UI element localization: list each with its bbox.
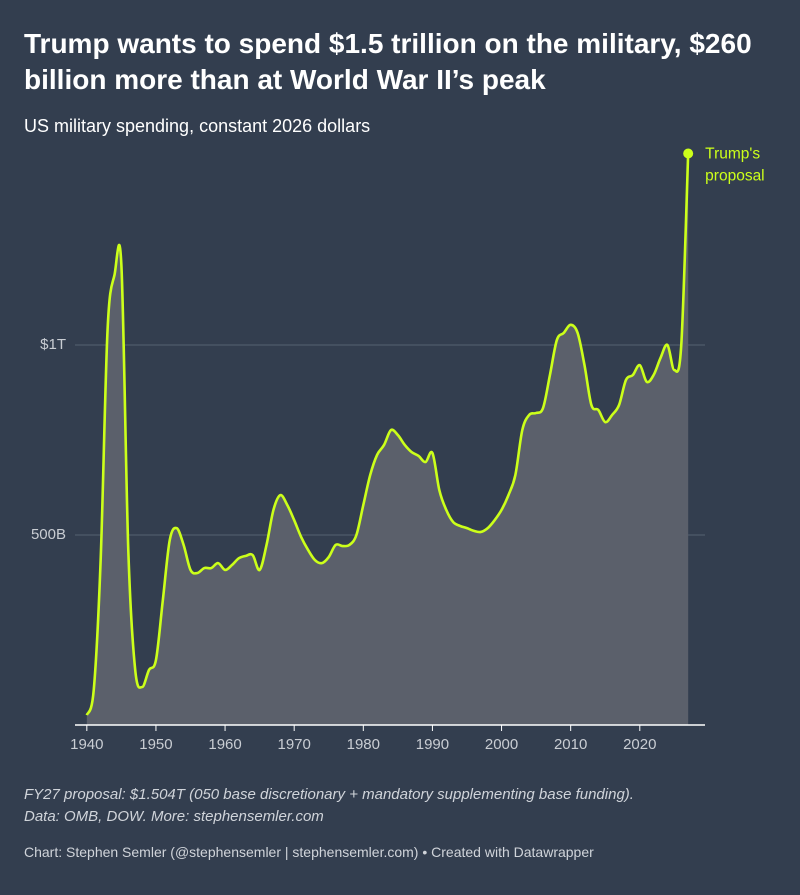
annotation: proposal: [705, 168, 764, 185]
annotation: Trump's: [705, 146, 760, 163]
chart-title: Trump wants to spend $1.5 trillion on th…: [24, 28, 752, 95]
line: [85, 153, 690, 716]
x-tick-label: 1990: [416, 736, 449, 753]
credit: Chart: Stephen Semler (@stephensemler | …: [24, 844, 594, 860]
end-point: [683, 148, 694, 159]
x-tick-label: 1960: [208, 736, 241, 753]
x-tick-label: 2000: [485, 736, 518, 753]
chart-subtitle: US military spending, constant 2026 doll…: [24, 116, 371, 136]
x-tick-label: 1980: [347, 736, 380, 753]
y-tick-label: 500B: [31, 526, 66, 543]
x-tick-label: 1970: [277, 736, 310, 753]
x-tick-label: 2020: [623, 736, 656, 753]
note: Data: OMB, DOW. More: stephensemler.com: [24, 808, 324, 825]
x-tick-label: 1940: [70, 736, 103, 753]
y-tick-label: $1T: [40, 336, 66, 353]
x-tick-label: 1950: [139, 736, 172, 753]
x-tick-label: 2010: [554, 736, 587, 753]
note: FY27 proposal: $1.504T (050 base discret…: [24, 786, 634, 803]
